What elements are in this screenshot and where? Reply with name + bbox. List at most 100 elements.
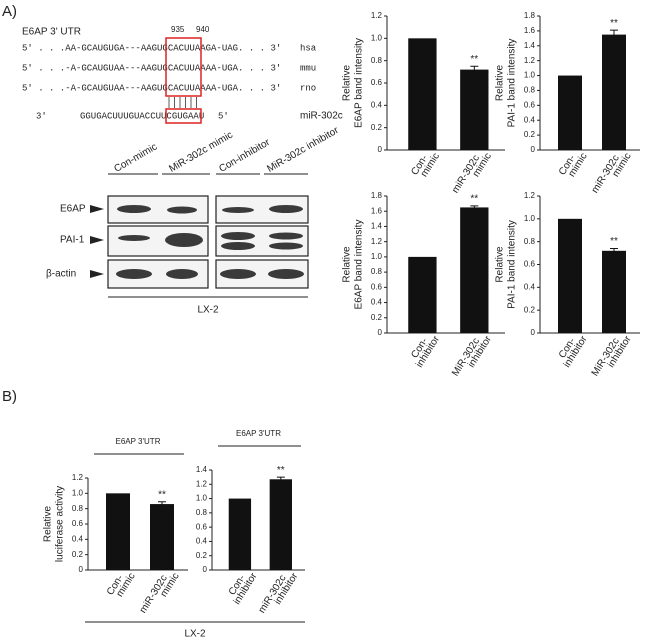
chart-title: E6AP 3'UTR [236,429,281,438]
y-axis-label: E6AP band intensity [354,38,365,128]
y-tick-label: 0 [203,565,208,574]
error-bar [470,205,479,209]
y-tick-label: 1.2 [371,237,383,246]
x-tick-label: Con-mimic [557,151,590,179]
y-tick-label: 0 [531,145,536,154]
x-tick-label: Con-inhibitor [227,571,260,607]
utr-sequence: 5' . . .AA-GCAUGUGA---AAGUGCACUUAAGA-UAG… [22,43,281,53]
y-tick-label: 0 [531,328,536,337]
y-tick-label: 1.2 [371,11,383,20]
significance: ** [158,489,166,500]
x-tick-label: Con-inhibitor [409,334,442,370]
species: mmu [300,63,316,73]
cell-line: LX-2 [184,629,206,640]
y-tick-label: 1.0 [196,494,208,503]
species: hsa [300,43,317,53]
error-bar [610,29,618,40]
error-bar [610,248,618,254]
y-tick-label: 1.0 [371,252,383,261]
y-axis-label: E6AP band intensity [354,220,365,310]
species: rno [300,83,316,93]
y-tick-label: 0.4 [371,298,383,307]
y-tick-label: 1.2 [196,479,208,488]
y-tick-label: 1.8 [524,11,536,20]
error-bar [158,501,166,507]
mirna-sequence: GGUGACUUUGUACCUUCGUGAAU [80,111,204,121]
y-tick-label: 1.4 [524,41,536,50]
y-tick-label: 0.6 [524,100,536,109]
utr-title: E6AP 3' UTR [22,27,81,38]
y-axis-label: luciferase activity [55,486,66,562]
y-tick-label: 0.8 [72,504,84,513]
seed-box [165,108,202,124]
bar [558,218,582,333]
utr-sequence: 5' . . .-A-GCAUGUAA---AAGUGCACUUAAAA-UGA… [22,63,281,73]
y-tick-label: 0 [378,145,383,154]
bar [460,207,489,333]
utr-sequence: 5' . . .-A-GCAUGUAA---AAGUGCACUUAAAA-UGA… [22,83,281,93]
bar [228,498,252,570]
y-tick-label: 0 [378,328,383,337]
seed-box [165,37,202,97]
y-tick-label: 1.0 [72,488,84,497]
cell-line: LX-2 [197,305,219,316]
blot-column: Con-mimic [112,141,159,174]
bar [602,34,626,150]
panel-label: B) [2,388,17,405]
significance: ** [470,194,478,205]
y-tick-label: 1.0 [371,33,383,42]
y-tick-label: 0.4 [524,115,536,124]
y-axis-label: Relative [495,246,506,283]
y-tick-label: 1.2 [524,191,536,200]
x-tick-label: Con-inhibitor [557,334,590,370]
arrowheads [90,205,104,278]
y-tick-label: 0.8 [524,86,536,95]
position: 935 [171,25,185,34]
blot-bands [116,205,304,279]
y-tick-label: 1.6 [371,206,383,215]
y-tick-label: 0.4 [72,534,84,543]
chart-title: E6AP 3'UTR [116,437,161,446]
y-tick-label: 0.2 [371,123,383,132]
y-axis-label: PAI-1 band intensity [507,220,518,309]
position: 940 [196,25,210,34]
y-tick-label: 0.8 [371,267,383,276]
significance: ** [277,465,285,476]
bar [558,75,582,150]
y-tick-label: 0.4 [524,282,536,291]
y-axis-label: Relative [342,65,353,102]
bar [106,493,130,570]
y-tick-label: 0.6 [524,260,536,269]
y-tick-label: 1.0 [524,214,536,223]
y-tick-label: 0 [79,565,84,574]
y-tick-label: 1.4 [371,222,383,231]
mirna-end: 5' [218,111,229,121]
y-tick-label: 0.2 [524,305,536,314]
pairing-lines [168,97,197,108]
y-tick-label: 0.4 [371,100,383,109]
y-tick-label: 0.2 [371,313,383,322]
y-tick-label: 1.6 [524,26,536,35]
y-tick-label: 0.8 [371,56,383,65]
blot-column: MiR-302c inhibitor [265,125,341,175]
y-tick-label: 0.2 [196,551,208,560]
bar [408,38,437,151]
y-axis-label: Relative [342,246,353,283]
bar [269,479,292,570]
y-tick-label: 1.4 [196,465,208,474]
bar [602,250,626,333]
bar [150,504,174,570]
significance: ** [610,236,618,247]
y-tick-label: 0.6 [196,522,208,531]
bar [408,256,437,333]
y-tick-label: 1.2 [72,473,84,482]
y-axis-label: PAI-1 band intensity [507,39,518,128]
bar [460,69,489,150]
